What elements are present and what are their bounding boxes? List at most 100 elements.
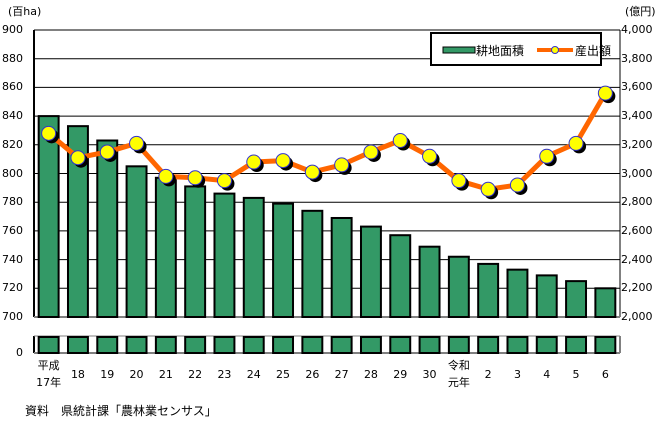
line-marker <box>392 132 408 148</box>
bar <box>389 234 412 318</box>
bar-base <box>37 336 60 354</box>
line-marker <box>129 135 145 151</box>
right-axis-tick: 3,800 <box>621 51 653 65</box>
x-axis-label: 28 <box>363 368 378 381</box>
bar <box>535 274 558 319</box>
x-axis-label: 30 <box>422 368 437 381</box>
bar-base <box>506 336 529 354</box>
bar <box>418 245 441 318</box>
right-axis-tick: 3,400 <box>621 109 653 123</box>
left-axis-tick: 900 <box>2 23 23 36</box>
bar-base <box>125 336 148 354</box>
x-axis-label: 21 <box>158 368 173 381</box>
legend-bar-label: 耕地面積 <box>476 43 524 58</box>
bars-broken-axis-strip <box>33 335 621 354</box>
bar <box>213 192 236 318</box>
bar-base <box>359 336 382 354</box>
source-note: 資料 県統計課「農林業センサス」 <box>25 404 217 418</box>
line-marker <box>568 135 584 151</box>
line-marker <box>216 173 232 189</box>
x-axis-label: 23 <box>217 368 232 381</box>
bar <box>96 139 119 318</box>
line-marker <box>246 154 262 170</box>
x-axis-label: 5 <box>572 368 580 381</box>
x-axis-label: 24 <box>246 368 261 381</box>
bar <box>565 280 588 318</box>
bar-base <box>389 336 412 354</box>
bar <box>66 125 89 318</box>
left-axis-tick: 720 <box>2 281 23 295</box>
x-axis-label: 27 <box>334 368 349 381</box>
left-axis-tick: 740 <box>2 252 23 266</box>
left-axis-tick: 840 <box>2 109 23 123</box>
left-axis-tick: 700 <box>2 310 23 323</box>
right-axis-tick: 3,000 <box>621 166 653 180</box>
bar <box>506 268 529 318</box>
x-axis-label: 4 <box>543 368 551 381</box>
bar-base <box>154 336 177 354</box>
right-axis-tick: 2,600 <box>621 223 653 237</box>
right-axis-tick: 3,200 <box>621 137 653 151</box>
right-axis-tick: 2,200 <box>621 281 653 295</box>
x-axis-label: 20 <box>129 368 144 381</box>
left-axis-tick: 760 <box>2 223 23 237</box>
bars-area-series <box>37 115 617 319</box>
legend-bar-swatch-icon <box>442 46 476 54</box>
bar <box>477 262 500 318</box>
right-axis-tick: 2,000 <box>621 310 653 323</box>
left-axis-tick: 820 <box>2 137 23 151</box>
bar-base <box>96 336 119 354</box>
legend: 耕地面積 産出額 <box>430 32 611 66</box>
bar <box>359 225 382 318</box>
line-marker <box>451 173 467 189</box>
x-axis-label: 平成 17年 <box>36 359 62 389</box>
bar-base <box>565 336 588 354</box>
bar-base <box>330 336 353 354</box>
x-axis-label: 3 <box>513 368 521 381</box>
left-axis-tick: 800 <box>2 166 23 180</box>
bar <box>242 196 265 319</box>
line-marker <box>158 168 174 184</box>
bar <box>272 202 295 318</box>
x-axis-label: 26 <box>305 368 320 381</box>
x-axis-label: 令和 元年 <box>447 359 470 389</box>
line-marker <box>480 181 496 197</box>
bar <box>594 287 617 318</box>
bar-base <box>447 336 470 354</box>
left-axis-tick: 880 <box>2 51 23 65</box>
bar <box>37 115 60 318</box>
bar <box>184 185 207 318</box>
x-axis-label: 19 <box>100 368 115 381</box>
legend-line-label: 産出額 <box>575 43 611 58</box>
left-axis-tick: 860 <box>2 80 23 94</box>
line-marker <box>304 164 320 180</box>
bar <box>330 216 353 318</box>
x-axis-label: 25 <box>276 368 291 381</box>
x-axis-label: 18 <box>70 368 85 381</box>
line-marker <box>334 157 350 173</box>
line-marker <box>41 125 57 141</box>
x-axis-label: 2 <box>484 368 492 381</box>
line-marker <box>422 148 438 164</box>
left-axis-tick: 780 <box>2 195 23 209</box>
bar-base <box>301 336 324 354</box>
x-axis-label: 6 <box>601 368 609 381</box>
bar-base <box>477 336 500 354</box>
line-marker <box>597 85 613 101</box>
line-marker <box>363 144 379 160</box>
right-axis-tick: 2,800 <box>621 195 653 209</box>
bar <box>301 209 324 318</box>
line-marker <box>275 153 291 169</box>
right-axis-unit: (億円) <box>625 5 656 18</box>
bar-base <box>184 336 207 354</box>
x-axis-label: 29 <box>393 368 408 381</box>
line-marker <box>539 148 555 164</box>
bar-base <box>213 336 236 354</box>
bar-base <box>272 336 295 354</box>
bar-base <box>66 336 89 354</box>
bar <box>447 255 470 319</box>
left-axis-zero-tick: 0 <box>16 346 23 359</box>
right-axis-tick: 2,400 <box>621 252 653 266</box>
bar-base <box>242 336 265 354</box>
